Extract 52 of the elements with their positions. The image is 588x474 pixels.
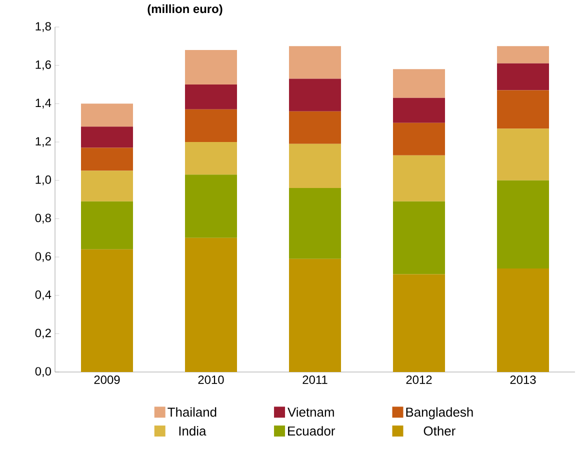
- bar: [289, 188, 342, 259]
- chart-title: (million euro): [148, 4, 222, 16]
- x-tick-label: 2009: [94, 376, 120, 384]
- bar: [289, 258, 342, 372]
- legend-label: Ecuador: [288, 426, 336, 436]
- bar: [393, 201, 446, 274]
- y-tick-label: 0,6: [35, 252, 51, 262]
- bar: [289, 144, 342, 188]
- y-tick-label: 1,8: [36, 22, 51, 32]
- bar: [81, 104, 134, 127]
- x-tick-label: 2012: [406, 376, 432, 384]
- bar: [497, 46, 550, 64]
- bar: [393, 155, 446, 202]
- x-tick-label: 2013: [510, 376, 536, 384]
- y-tick-label: 0,8: [35, 214, 51, 224]
- y-tick-label: 1,4: [36, 98, 52, 109]
- y-tick-label: 1,6: [36, 60, 51, 70]
- bar: [185, 50, 238, 84]
- bar: [393, 69, 446, 98]
- legend-label: India: [179, 426, 206, 436]
- bar: [81, 249, 134, 372]
- bar: [289, 78, 342, 112]
- y-tick-label: 0,0: [35, 367, 52, 377]
- bar: [81, 170, 134, 202]
- bar: [497, 268, 550, 372]
- legend-label: Other: [424, 426, 456, 436]
- y-tick-label: 1,0: [36, 175, 52, 186]
- bar: [497, 63, 550, 90]
- y-tick-label: 0,2: [35, 328, 51, 339]
- bar: [185, 109, 238, 142]
- bar: [393, 122, 446, 156]
- bar: [185, 84, 238, 110]
- bar: [185, 142, 238, 175]
- x-tick-label: 2011: [302, 376, 328, 384]
- legend-label: Thailand: [168, 407, 216, 417]
- legend-label: Vietnam: [288, 407, 334, 417]
- bar: [393, 274, 446, 372]
- bar: [497, 128, 550, 180]
- bar: [497, 90, 550, 129]
- bar: [185, 174, 238, 238]
- x-tick-label: 2010: [198, 376, 224, 384]
- bar: [393, 98, 446, 123]
- bar: [81, 126, 134, 148]
- y-tick-label: 1,2: [36, 137, 51, 147]
- bar: [289, 46, 342, 79]
- y-tick-label: 0,4: [35, 290, 52, 300]
- bar: [81, 148, 134, 171]
- bar: [81, 201, 134, 250]
- bar: [497, 180, 550, 268]
- legend-label: Bangladesh: [406, 407, 473, 420]
- bar: [185, 238, 238, 372]
- bar: [289, 111, 342, 144]
